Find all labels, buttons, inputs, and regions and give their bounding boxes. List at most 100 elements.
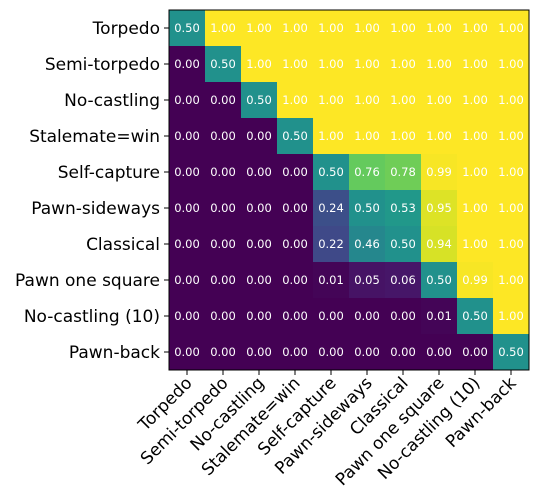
heatmap-cells: 0.50 1.00 1.00 1.00 1.00 1.00 1.00 1.00 1.00 1.00… xyxy=(169,10,529,370)
heatmap-cell xyxy=(457,334,493,370)
heatmap-cell xyxy=(205,334,241,370)
cell-value-label: 0.00 xyxy=(282,237,308,251)
heatmap-cell xyxy=(385,298,421,334)
cell-value-label: 0.00 xyxy=(210,165,236,179)
cell-value-label: 1.00 xyxy=(498,237,524,251)
cell-value-label: 0.50 xyxy=(174,21,200,35)
heatmap-cell xyxy=(169,10,205,46)
cell-value-label: 0.78 xyxy=(390,165,416,179)
heatmap-cell xyxy=(385,118,421,154)
cell-value-label: 1.00 xyxy=(318,21,344,35)
heatmap-cell xyxy=(493,334,529,370)
cell-value-label: 0.00 xyxy=(174,93,200,107)
cell-value-label: 0.00 xyxy=(174,129,200,143)
heatmap-cell xyxy=(169,298,205,334)
heatmap-cell xyxy=(493,10,529,46)
heatmap-cell xyxy=(241,10,277,46)
cell-value-label: 0.00 xyxy=(210,129,236,143)
heatmap-cell xyxy=(277,118,313,154)
cell-value-label: 0.00 xyxy=(426,345,452,359)
cell-value-label: 0.00 xyxy=(210,93,236,107)
heatmap-cell xyxy=(385,190,421,226)
heatmap-cell xyxy=(205,298,241,334)
heatmap-cell xyxy=(349,154,385,190)
heatmap-cell xyxy=(313,298,349,334)
heatmap-cell xyxy=(493,262,529,298)
cell-value-label: 1.00 xyxy=(462,237,488,251)
heatmap-cell xyxy=(205,190,241,226)
heatmap-cell xyxy=(349,46,385,82)
cell-value-label: 0.95 xyxy=(426,201,452,215)
cell-value-label: 1.00 xyxy=(354,93,380,107)
heatmap-cell xyxy=(277,262,313,298)
cell-value-label: 1.00 xyxy=(498,165,524,179)
cell-value-label: 1.00 xyxy=(390,57,416,71)
heatmap-cell xyxy=(205,82,241,118)
cell-value-label: 0.00 xyxy=(174,201,200,215)
heatmap-cell xyxy=(457,190,493,226)
cell-value-label: 1.00 xyxy=(246,57,272,71)
cell-value-label: 1.00 xyxy=(354,57,380,71)
cell-value-label: 0.00 xyxy=(246,201,272,215)
heatmap-cell xyxy=(421,262,457,298)
heatmap-cell xyxy=(349,190,385,226)
heatmap-cell xyxy=(421,118,457,154)
cell-value-label: 0.00 xyxy=(174,165,200,179)
cell-value-label: 0.00 xyxy=(246,129,272,143)
row-label: No-castling (10) xyxy=(24,307,160,327)
cell-value-label: 0.24 xyxy=(318,201,344,215)
heatmap-cell xyxy=(421,154,457,190)
cell-value-label: 0.50 xyxy=(354,201,380,215)
cell-value-label: 1.00 xyxy=(318,129,344,143)
heatmap-cell xyxy=(421,82,457,118)
cell-value-label: 0.50 xyxy=(210,57,236,71)
row-label: Semi-torpedo xyxy=(45,55,160,75)
row-label: Classical xyxy=(86,235,160,255)
cell-value-label: 0.00 xyxy=(354,309,380,323)
heatmap-cell xyxy=(457,298,493,334)
cell-value-label: 0.00 xyxy=(318,345,344,359)
cell-value-label: 1.00 xyxy=(462,201,488,215)
cell-value-label: 0.00 xyxy=(282,345,308,359)
heatmap-cell xyxy=(277,226,313,262)
cell-value-label: 0.50 xyxy=(318,165,344,179)
heatmap-cell xyxy=(205,46,241,82)
heatmap-cell xyxy=(313,46,349,82)
heatmap-cell xyxy=(457,262,493,298)
cell-value-label: 1.00 xyxy=(318,93,344,107)
cell-value-label: 0.00 xyxy=(174,273,200,287)
cell-value-label: 0.00 xyxy=(462,345,488,359)
cell-value-label: 1.00 xyxy=(498,93,524,107)
heatmap-cell xyxy=(169,190,205,226)
row-label: Pawn-back xyxy=(69,343,160,363)
row-labels: Torpedo Semi-torpedo No-castling Stalemate=… xyxy=(15,19,169,363)
heatmap-cell xyxy=(241,82,277,118)
cell-value-label: 1.00 xyxy=(498,21,524,35)
heatmap-cell xyxy=(169,262,205,298)
cell-value-label: 0.53 xyxy=(390,201,416,215)
heatmap-cell xyxy=(241,226,277,262)
cell-value-label: 1.00 xyxy=(210,21,236,35)
cell-value-label: 1.00 xyxy=(498,57,524,71)
cell-value-label: 1.00 xyxy=(462,129,488,143)
cell-value-label: 0.00 xyxy=(390,345,416,359)
cell-value-label: 0.50 xyxy=(282,129,308,143)
heatmap-cell xyxy=(385,226,421,262)
heatmap-cell xyxy=(421,46,457,82)
cell-value-label: 1.00 xyxy=(282,93,308,107)
heatmap-cell xyxy=(457,10,493,46)
cell-value-label: 1.00 xyxy=(354,129,380,143)
heatmap-cell xyxy=(385,10,421,46)
cell-value-label: 0.00 xyxy=(210,309,236,323)
heatmap-cell xyxy=(385,334,421,370)
heatmap-cell xyxy=(313,118,349,154)
heatmap-cell xyxy=(457,46,493,82)
heatmap-cell xyxy=(241,262,277,298)
heatmap-cell xyxy=(493,46,529,82)
heatmap-cell xyxy=(349,10,385,46)
row-label: Pawn-sideways xyxy=(31,199,160,219)
heatmap-cell xyxy=(457,82,493,118)
heatmap-cell xyxy=(313,190,349,226)
cell-value-label: 0.00 xyxy=(210,237,236,251)
